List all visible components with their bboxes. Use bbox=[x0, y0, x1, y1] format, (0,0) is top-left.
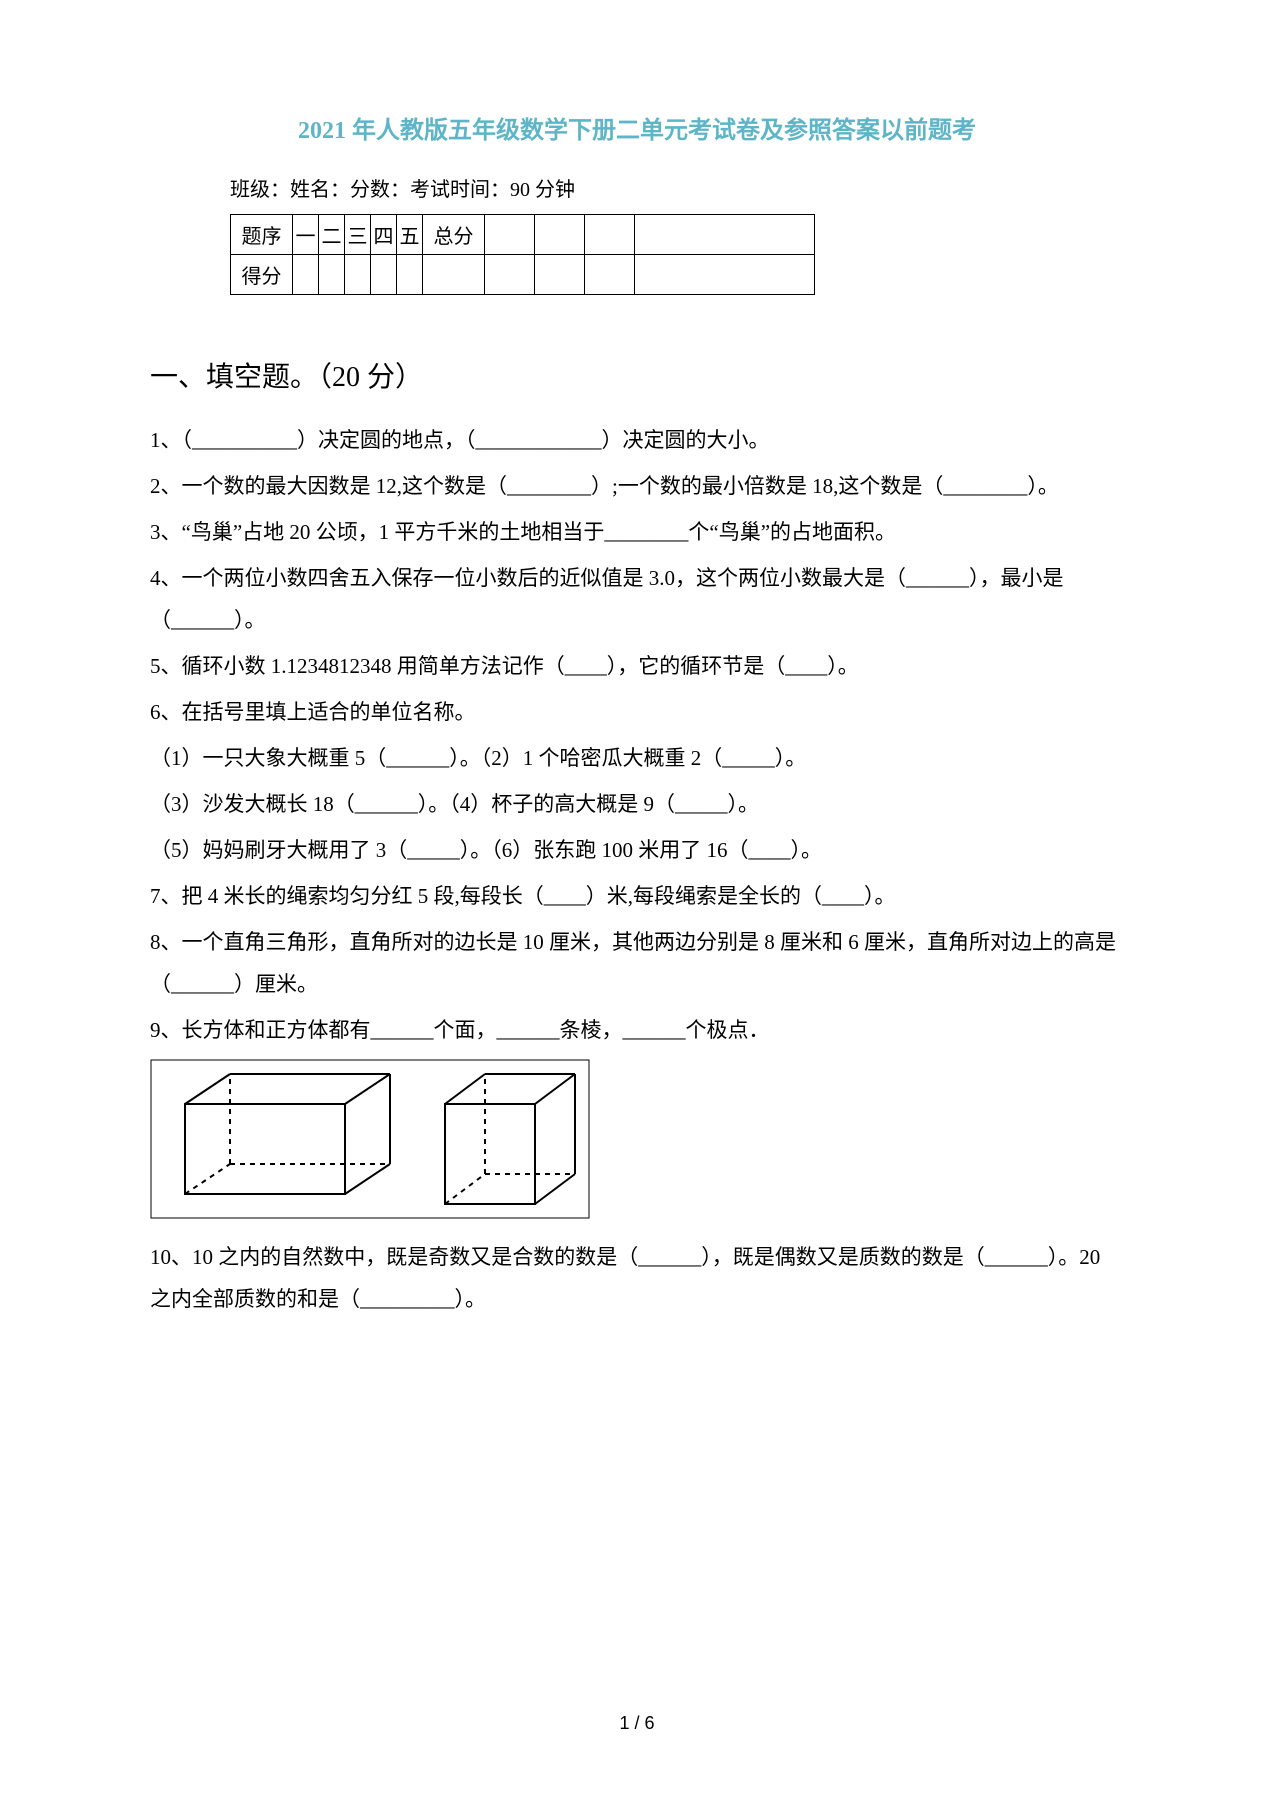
empty-cell bbox=[585, 255, 635, 295]
col-header: 二 bbox=[319, 215, 345, 255]
question-9: 9、长方体和正方体都有______个面，______条棱，______个极点． bbox=[150, 1009, 1124, 1051]
question-5: 5、循环小数 1.1234812348 用简单方法记作（____），它的循环节是… bbox=[150, 645, 1124, 687]
col-header: 三 bbox=[345, 215, 371, 255]
page-number: 1 / 6 bbox=[619, 1713, 654, 1734]
cube-icon bbox=[445, 1074, 575, 1204]
empty-cell bbox=[535, 255, 585, 295]
table-row: 题序 一 二 三 四 五 总分 bbox=[231, 215, 815, 255]
question-2: 2、一个数的最大因数是 12,这个数是（________）;一个数的最小倍数是 … bbox=[150, 465, 1124, 507]
section-heading: 一、填空题。（20 分） bbox=[150, 355, 1124, 395]
question-1: 1、（__________）决定圆的地点，（____________）决定圆的大… bbox=[150, 419, 1124, 461]
col-header: 四 bbox=[371, 215, 397, 255]
score-table: 题序 一 二 三 四 五 总分 得分 bbox=[230, 214, 815, 295]
question-8: 8、一个直角三角形，直角所对的边长是 10 厘米，其他两边分别是 8 厘米和 6… bbox=[150, 921, 1124, 1005]
row-label: 题序 bbox=[231, 215, 293, 255]
empty-cell bbox=[345, 255, 371, 295]
empty-cell bbox=[535, 215, 585, 255]
col-header: 五 bbox=[397, 215, 423, 255]
empty-cell bbox=[635, 215, 815, 255]
cuboid-icon bbox=[185, 1074, 390, 1194]
col-header: 总分 bbox=[423, 215, 485, 255]
empty-cell bbox=[485, 215, 535, 255]
cuboid-cube-svg bbox=[150, 1059, 590, 1219]
row-label: 得分 bbox=[231, 255, 293, 295]
empty-cell bbox=[319, 255, 345, 295]
shapes-figure bbox=[150, 1059, 1124, 1224]
question-7: 7、把 4 米长的绳索均匀分红 5 段,每段长（____）米,每段绳索是全长的（… bbox=[150, 875, 1124, 917]
col-header: 一 bbox=[293, 215, 319, 255]
exam-meta-line: 班级：姓名：分数：考试时间：90 分钟 bbox=[230, 173, 1124, 202]
question-3: 3、“鸟巢”占地 20 公顷，1 平方千米的土地相当于________个“鸟巢”… bbox=[150, 511, 1124, 553]
document-title: 2021 年人教版五年级数学下册二单元考试卷及参照答案以前题考 bbox=[150, 110, 1124, 145]
empty-cell bbox=[585, 215, 635, 255]
empty-cell bbox=[397, 255, 423, 295]
empty-cell bbox=[423, 255, 485, 295]
table-row: 得分 bbox=[231, 255, 815, 295]
question-6: 6、在括号里填上适合的单位名称。 bbox=[150, 691, 1124, 733]
empty-cell bbox=[293, 255, 319, 295]
question-6-1: （1）一只大象大概重 5（______）。（2）1 个哈密瓜大概重 2（____… bbox=[150, 737, 1124, 779]
question-6-2: （3）沙发大概长 18（______）。（4）杯子的高大概是 9（_____）。 bbox=[150, 783, 1124, 825]
empty-cell bbox=[371, 255, 397, 295]
empty-cell bbox=[635, 255, 815, 295]
empty-cell bbox=[485, 255, 535, 295]
question-4: 4、一个两位小数四舍五入保存一位小数后的近似值是 3.0，这个两位小数最大是（_… bbox=[150, 557, 1124, 641]
question-6-3: （5）妈妈刷牙大概用了 3（_____）。（6）张东跑 100 米用了 16（_… bbox=[150, 829, 1124, 871]
question-10: 10、10 之内的自然数中，既是奇数又是合数的数是（______），既是偶数又是… bbox=[150, 1236, 1124, 1320]
